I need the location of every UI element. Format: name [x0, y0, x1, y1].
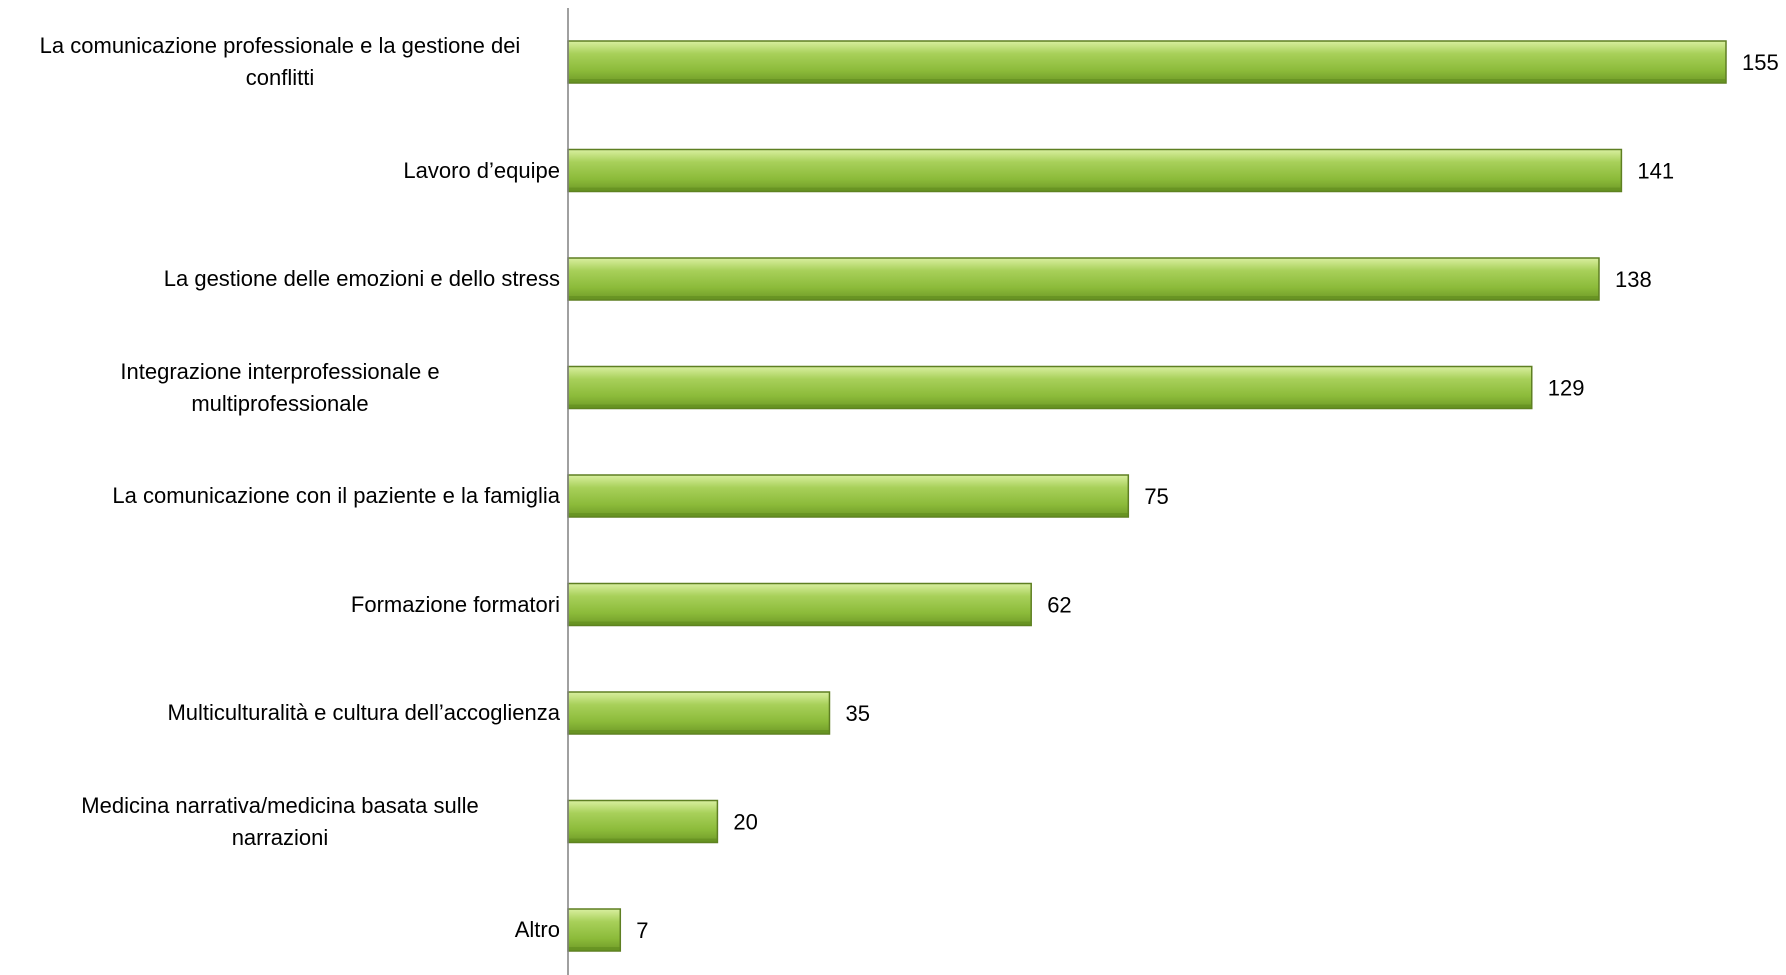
bar-shadow-edge	[568, 296, 1599, 300]
category-label-line: Medicina narrativa/medicina basata sulle	[81, 792, 479, 818]
category-label: Altro	[514, 917, 560, 942]
bar	[567, 474, 1130, 518]
category-label-line: multiprofessionale	[191, 390, 369, 416]
bar	[567, 148, 1623, 193]
bar	[567, 365, 1533, 410]
bar	[567, 582, 1032, 627]
value-label: 141	[1637, 159, 1674, 184]
bar	[567, 799, 719, 844]
bar-shadow-edge	[568, 79, 1726, 83]
category-label: Formazione formatori	[350, 591, 560, 617]
value-label: 75	[1144, 484, 1168, 509]
bar-shadow-edge	[568, 513, 1129, 517]
bar-shadow-edge	[568, 621, 1032, 626]
bar-shadow-edge	[568, 947, 621, 951]
value-labels-layer: 155 141 138 129 75 62 35 20 7	[636, 50, 1778, 943]
category-label: Medicina narrativa/medicina basata sulle…	[0, 790, 560, 854]
bar-shadow-edge	[568, 404, 1532, 409]
value-label: 138	[1615, 267, 1652, 292]
category-label-line: narrazioni	[231, 824, 329, 850]
category-label: La comunicazione professionale e la gest…	[0, 30, 560, 94]
bar	[567, 257, 1600, 301]
value-label: 20	[733, 810, 757, 835]
bar-shadow-edge	[568, 187, 1622, 192]
bar-shadow-edge	[568, 730, 830, 734]
category-label: Multiculturalità e cultura dell’accoglie…	[167, 700, 560, 725]
category-label: La gestione delle emozioni e dello stres…	[163, 266, 560, 291]
bar	[567, 691, 831, 735]
category-label: Integrazione interprofessionale e multipr…	[0, 356, 560, 420]
value-label: 129	[1548, 376, 1585, 401]
value-label: 7	[636, 918, 648, 943]
value-label: 62	[1047, 593, 1071, 618]
category-label: Lavoro d’equipe	[403, 157, 560, 183]
category-label-line: conflitti	[245, 65, 315, 90]
category-label-line: La comunicazione professionale e la gest…	[39, 33, 521, 58]
value-label: 155	[1742, 50, 1779, 75]
bar	[567, 908, 622, 952]
category-label: La comunicazione con il paziente e la fa…	[112, 483, 560, 508]
value-label: 35	[845, 701, 869, 726]
bar	[567, 40, 1727, 84]
category-label-line: Integrazione interprofessionale e	[120, 358, 440, 384]
bar-shadow-edge	[568, 838, 718, 843]
